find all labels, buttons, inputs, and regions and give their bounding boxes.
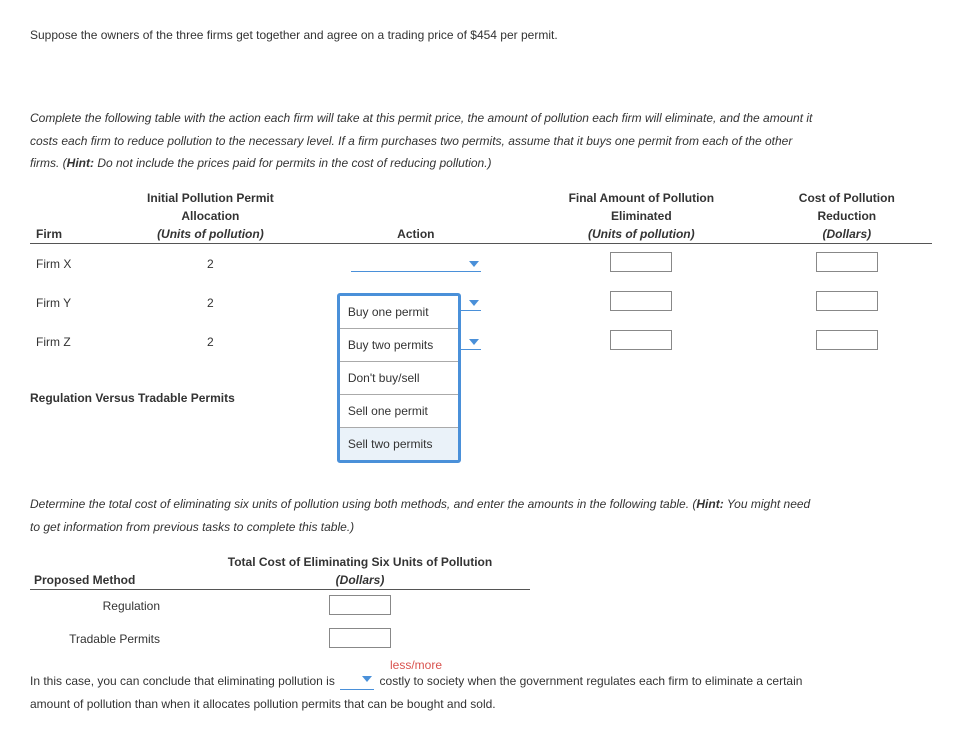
cell-alloc: 2 [110, 322, 310, 361]
th-initial-unit: (Units of pollution) [110, 225, 310, 244]
th-final-mid: Eliminated [521, 207, 762, 225]
cost-input-y[interactable] [816, 291, 878, 311]
instr-line-3: firms. (Hint: Do not include the prices … [30, 152, 932, 175]
instructions-block: Complete the following table with the ac… [30, 107, 932, 175]
firm-action-table: Initial Pollution Permit Final Amount of… [30, 189, 932, 361]
dropdown-option[interactable]: Sell one permit [340, 395, 458, 428]
conclusion-post1: costly to society when the government re… [380, 674, 803, 688]
cell-alloc: 2 [110, 283, 310, 322]
dropdown-option[interactable]: Buy two permits [340, 329, 458, 362]
conclusion-line-1: In this case, you can conclude that elim… [30, 670, 932, 693]
less-more-select[interactable] [340, 673, 374, 690]
th-method: Proposed Method [30, 571, 190, 590]
th-final-top: Final Amount of Pollution [521, 189, 762, 207]
th-cost-top: Cost of Pollution [762, 189, 932, 207]
dropdown-option[interactable]: Don't buy/sell [340, 362, 458, 395]
cell-alloc: 2 [110, 244, 310, 284]
chevron-down-icon [469, 334, 479, 348]
determine-block: Determine the total cost of eliminating … [30, 493, 932, 539]
instr-prefix: firms. ( [30, 156, 67, 170]
total-cost-table: Total Cost of Eliminating Six Units of P… [30, 553, 530, 656]
th-total-top: Total Cost of Eliminating Six Units of P… [190, 553, 530, 571]
cost-input-z[interactable] [816, 330, 878, 350]
cell-method: Tradable Permits [30, 623, 190, 656]
table-row: Firm Y 2 Buy one permit Buy two permits … [30, 283, 932, 322]
action-dropdown-menu: Buy one permit Buy two permits Don't buy… [337, 293, 461, 463]
dropdown-option[interactable]: Buy one permit [340, 296, 458, 329]
th-total-unit: (Dollars) [190, 571, 530, 590]
intro-text: Suppose the owners of the three firms ge… [30, 24, 932, 47]
table-row: Regulation [30, 589, 530, 623]
cell-firm: Firm Y [30, 283, 110, 322]
instr-hint-label: Hint: [67, 156, 94, 170]
instr-suffix: Do not include the prices paid for permi… [94, 156, 492, 170]
th-cost-mid: Reduction [762, 207, 932, 225]
conclusion-pre: In this case, you can conclude that elim… [30, 674, 335, 688]
dropdown-option[interactable]: Sell two permits [340, 428, 458, 460]
th-initial-top: Initial Pollution Permit [110, 189, 310, 207]
conclusion-block: less/more In this case, you can conclude… [30, 670, 932, 716]
chevron-down-icon [362, 676, 372, 682]
table-row: Firm X 2 [30, 244, 932, 284]
th-initial-mid: Allocation [110, 207, 310, 225]
instr-line-2: costs each firm to reduce pollution to t… [30, 130, 932, 153]
det-text-b: You might need [724, 497, 811, 511]
final-pollution-input-y[interactable] [610, 291, 672, 311]
cell-firm: Firm X [30, 244, 110, 284]
annotation-less-more: less/more [390, 654, 442, 677]
final-pollution-input-z[interactable] [610, 330, 672, 350]
cell-method: Regulation [30, 589, 190, 623]
table-row: Tradable Permits [30, 623, 530, 656]
determine-line-1: Determine the total cost of eliminating … [30, 493, 932, 516]
total-cost-tradable-input[interactable] [329, 628, 391, 648]
det-hint-label: Hint: [696, 497, 723, 511]
determine-line-2: to get information from previous tasks t… [30, 516, 932, 539]
instr-line-1: Complete the following table with the ac… [30, 107, 932, 130]
th-firm: Firm [30, 225, 110, 244]
th-final-unit: (Units of pollution) [521, 225, 762, 244]
chevron-down-icon [469, 295, 479, 309]
cell-firm: Firm Z [30, 322, 110, 361]
det-text-a: Determine the total cost of eliminating … [30, 497, 696, 511]
th-cost-unit: (Dollars) [762, 225, 932, 244]
section-heading: Regulation Versus Tradable Permits [30, 391, 932, 405]
table-row: Firm Z 2 [30, 322, 932, 361]
th-action: Action [311, 225, 521, 244]
action-select-firm-x[interactable] [351, 252, 481, 272]
chevron-down-icon [469, 256, 479, 270]
conclusion-line-2: amount of pollution than when it allocat… [30, 693, 932, 716]
cost-input-x[interactable] [816, 252, 878, 272]
total-cost-regulation-input[interactable] [329, 595, 391, 615]
final-pollution-input-x[interactable] [610, 252, 672, 272]
